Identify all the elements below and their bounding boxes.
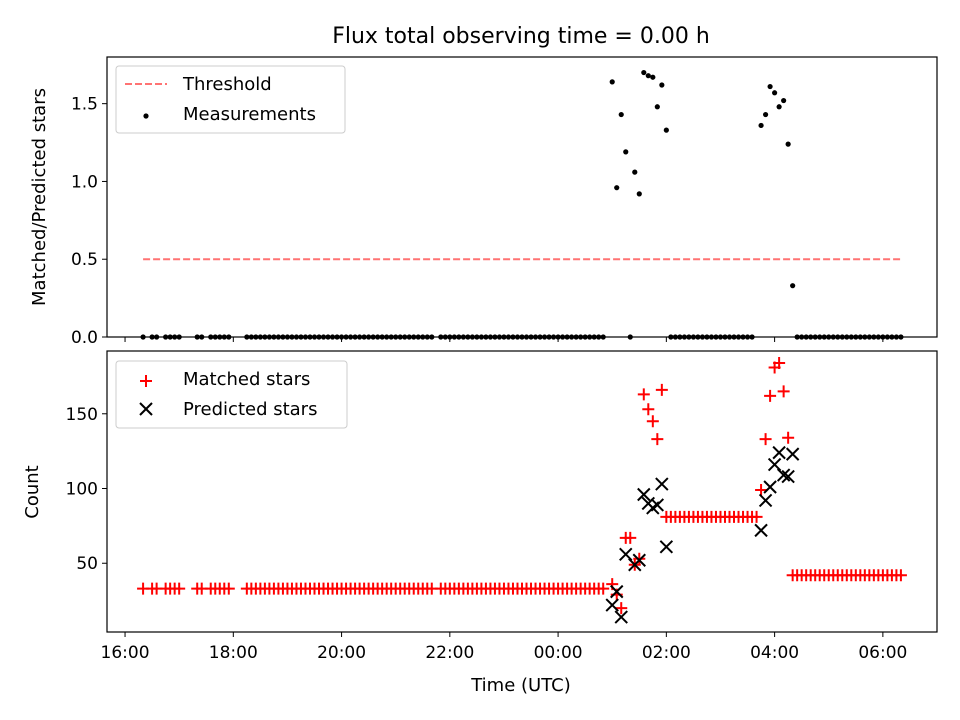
- measurement-point: [623, 149, 629, 155]
- matched-stars-point: [764, 389, 777, 402]
- count-marks: [137, 356, 907, 624]
- y-tick-label: 100: [66, 480, 98, 500]
- matched-stars-point: [777, 385, 790, 398]
- matched-stars-point: [597, 582, 610, 595]
- count-y-label: Count: [22, 465, 43, 518]
- count-y-axis: 50 100 150: [66, 405, 107, 574]
- measurement-point: [632, 169, 638, 175]
- y-tick-label: 0.0: [71, 328, 98, 348]
- y-tick-label: 0.5: [71, 250, 98, 270]
- matched-stars-point: [750, 510, 763, 523]
- count-frame: [106, 350, 938, 633]
- measurement-point: [618, 111, 624, 118]
- x-tick-label: 00:00: [534, 643, 583, 663]
- predicted-stars-point: [772, 445, 786, 460]
- measurement-point: [654, 104, 660, 110]
- legend-matched-label: Matched stars: [183, 369, 310, 390]
- x-tick-label: 16:00: [101, 643, 150, 663]
- predicted-stars-point: [754, 523, 768, 538]
- predicted-stars-point: [619, 547, 633, 561]
- legend-threshold-label: Threshold: [182, 74, 272, 95]
- legend-frame: [115, 360, 348, 429]
- matched-stars-point: [773, 356, 786, 369]
- y-tick-label: 1.0: [71, 172, 98, 192]
- matched-stars-point: [759, 433, 772, 446]
- matched-stars-point: [624, 531, 637, 544]
- matched-stars-point: [755, 484, 768, 497]
- measurement-point: [758, 122, 764, 129]
- measurement-point: [609, 79, 615, 85]
- count-x-axis: 16:00 18:00 20:00 22:00 00:00 02:00 04:00 06:00: [101, 632, 907, 663]
- measurement-point: [614, 185, 620, 191]
- matched-stars-point: [651, 433, 664, 446]
- legend-frame: [115, 65, 346, 134]
- predicted-stars-point: [632, 553, 646, 567]
- measurement-point: [776, 104, 782, 110]
- predicted-stars-point: [763, 480, 777, 494]
- y-tick-label: 150: [66, 405, 98, 425]
- flux-ratio-y-label: Matched/Predicted stars: [29, 88, 50, 306]
- predicted-stars-point: [659, 540, 674, 554]
- count-panel: 50 100 150 16:00 18:00 20:00 22:00 00:00 02:00 0…: [22, 350, 938, 696]
- predicted-stars-point: [781, 469, 795, 484]
- flux-ratio-y-axis: 0.0 0.5 1.0 1.5: [71, 95, 107, 348]
- x-tick-label: 20:00: [317, 643, 366, 663]
- flux-ratio-frame: [106, 56, 938, 338]
- flux-ratio-x-ticks: [124, 337, 884, 342]
- y-tick-label: 1.5: [71, 95, 98, 115]
- chart-title: Flux total observing time = 0.00 h: [332, 24, 710, 49]
- flux-ratio-marks: [140, 69, 904, 340]
- measurement-point: [641, 69, 647, 76]
- matched-legend-swatch: [140, 375, 152, 387]
- measurement-point: [636, 191, 642, 197]
- legend-measurements-label: Measurements: [183, 104, 316, 125]
- predicted-stars-point: [605, 598, 619, 612]
- count-legend: Matched stars Predicted stars: [115, 360, 348, 429]
- x-tick-label: 04:00: [750, 643, 799, 663]
- predicted-stars-point: [655, 477, 669, 491]
- matched-stars-point: [894, 569, 907, 582]
- x-tick-label: 18:00: [209, 643, 258, 663]
- predicted-legend-swatch: [139, 402, 153, 416]
- x-tick-label: 02:00: [642, 643, 691, 663]
- flux-ratio-panel: 0.0 0.5 1.0 1.5 Matched/Predicted stars Thr…: [29, 56, 938, 348]
- predicted-stars-point: [758, 493, 773, 508]
- matched-stars-point: [642, 403, 655, 416]
- measurement-point: [645, 73, 651, 79]
- measurement-point: [785, 141, 791, 147]
- measurement-point: [790, 283, 796, 289]
- predicted-stars-point: [776, 468, 791, 482]
- matched-stars-point: [633, 552, 646, 565]
- matched-stars-point: [646, 415, 659, 428]
- flux-ratio-legend: Threshold Measurements: [115, 65, 346, 134]
- matched-stars-point: [173, 582, 186, 595]
- measurements-legend-swatch: [143, 113, 149, 119]
- predicted-stars-point: [610, 584, 624, 599]
- predicted-stars-point: [767, 457, 782, 472]
- measurement-point: [781, 97, 787, 104]
- measurement-point: [650, 74, 656, 80]
- matched-stars-point: [615, 602, 628, 615]
- measurement-point: [767, 83, 773, 90]
- matched-stars-point: [222, 582, 235, 595]
- matched-stars-point: [637, 388, 650, 401]
- measurement-point: [762, 111, 769, 118]
- legend-predicted-label: Predicted stars: [183, 399, 317, 420]
- predicted-stars-point: [650, 498, 665, 512]
- x-tick-label: 22:00: [425, 643, 474, 663]
- predicted-stars-point: [785, 447, 800, 461]
- predicted-stars-point: [614, 610, 628, 624]
- matched-stars-point: [782, 431, 795, 444]
- y-tick-label: 50: [76, 554, 98, 574]
- measurement-point: [663, 127, 669, 133]
- x-axis-label: Time (UTC): [470, 675, 571, 696]
- x-tick-label: 06:00: [858, 643, 907, 663]
- matched-stars-point: [655, 383, 668, 396]
- predicted-stars-point: [637, 487, 651, 502]
- measurement-point: [659, 82, 665, 88]
- measurement-point: [772, 90, 778, 96]
